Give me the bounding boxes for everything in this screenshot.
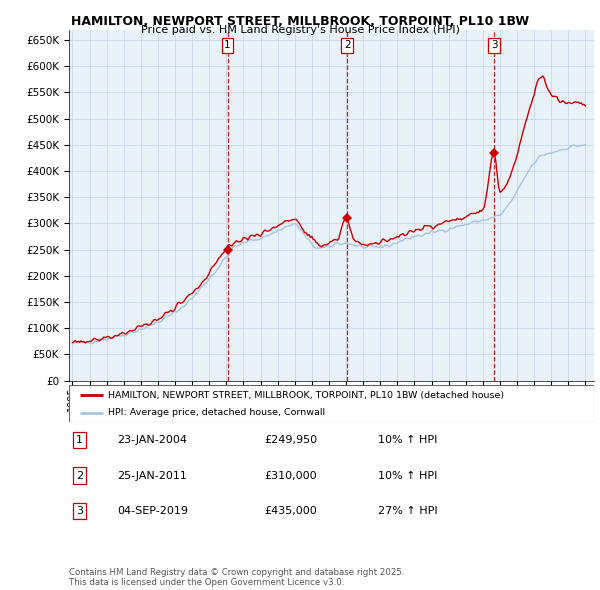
Text: £310,000: £310,000 xyxy=(264,471,317,480)
Text: 2: 2 xyxy=(344,40,350,50)
Text: Contains HM Land Registry data © Crown copyright and database right 2025.
This d: Contains HM Land Registry data © Crown c… xyxy=(69,568,404,587)
Text: HPI: Average price, detached house, Cornwall: HPI: Average price, detached house, Corn… xyxy=(109,408,325,417)
Text: 04-SEP-2019: 04-SEP-2019 xyxy=(117,506,188,516)
Text: £435,000: £435,000 xyxy=(264,506,317,516)
Text: 1: 1 xyxy=(224,40,231,50)
Text: 27% ↑ HPI: 27% ↑ HPI xyxy=(378,506,437,516)
Text: 25-JAN-2011: 25-JAN-2011 xyxy=(117,471,187,480)
Text: 1: 1 xyxy=(76,435,83,445)
Text: 3: 3 xyxy=(76,506,83,516)
Text: HAMILTON, NEWPORT STREET, MILLBROOK, TORPOINT, PL10 1BW (detached house): HAMILTON, NEWPORT STREET, MILLBROOK, TOR… xyxy=(109,391,505,399)
Text: 10% ↑ HPI: 10% ↑ HPI xyxy=(378,435,437,445)
Text: £249,950: £249,950 xyxy=(264,435,317,445)
Text: 10% ↑ HPI: 10% ↑ HPI xyxy=(378,471,437,480)
Text: 2: 2 xyxy=(76,471,83,480)
Text: 23-JAN-2004: 23-JAN-2004 xyxy=(117,435,187,445)
Text: 3: 3 xyxy=(491,40,497,50)
Text: Price paid vs. HM Land Registry's House Price Index (HPI): Price paid vs. HM Land Registry's House … xyxy=(140,25,460,35)
Text: HAMILTON, NEWPORT STREET, MILLBROOK, TORPOINT, PL10 1BW: HAMILTON, NEWPORT STREET, MILLBROOK, TOR… xyxy=(71,15,529,28)
